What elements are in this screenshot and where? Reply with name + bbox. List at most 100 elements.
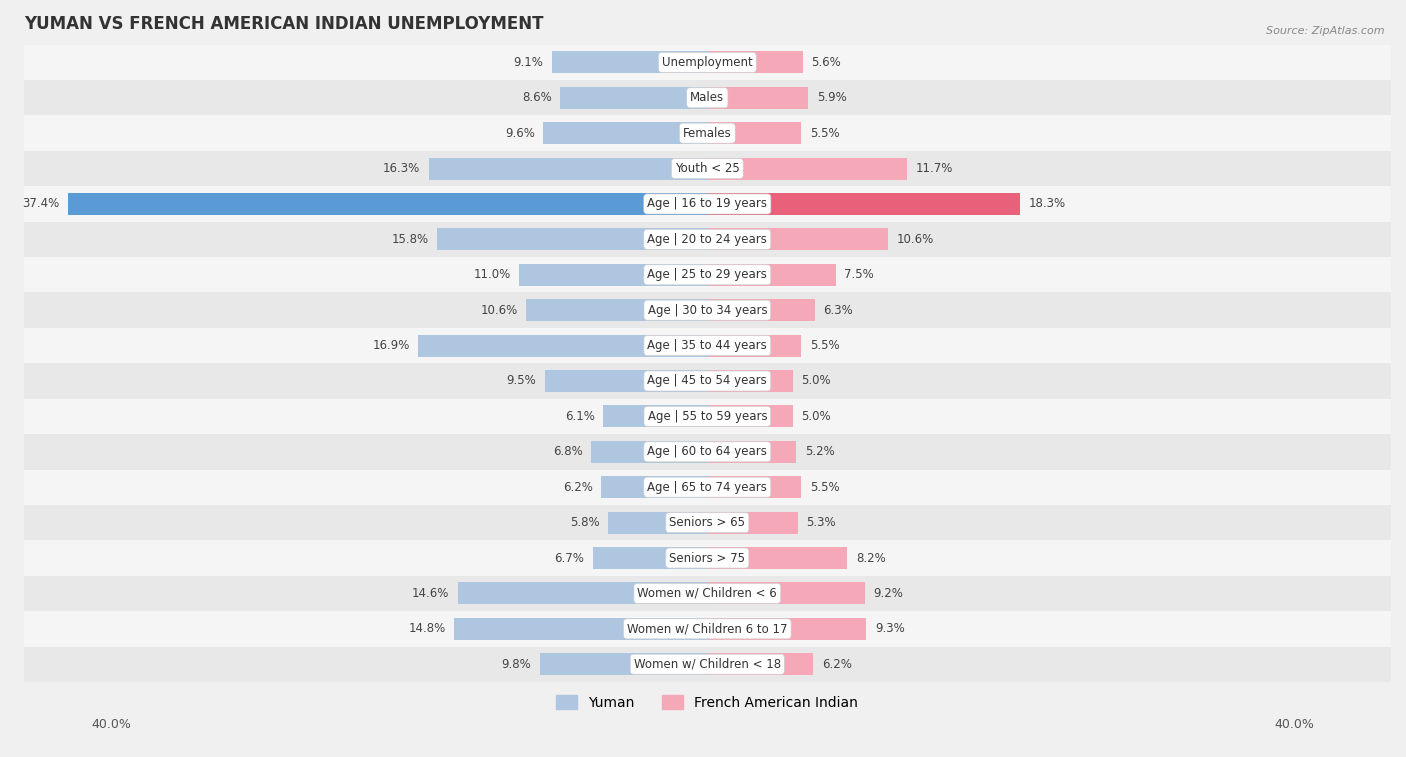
Text: 5.5%: 5.5% [810, 126, 839, 140]
Text: 18.3%: 18.3% [1029, 198, 1066, 210]
Bar [707, 263, 835, 285]
Bar [707, 618, 866, 640]
Bar [707, 87, 808, 109]
Text: 40.0%: 40.0% [1275, 718, 1315, 731]
Text: 7.5%: 7.5% [844, 268, 873, 282]
Bar [437, 229, 707, 251]
Bar [707, 157, 907, 179]
Text: 37.4%: 37.4% [22, 198, 59, 210]
Bar [419, 335, 707, 357]
Text: Unemployment: Unemployment [662, 56, 752, 69]
Text: Males: Males [690, 92, 724, 104]
Bar [707, 122, 801, 144]
Text: YUMAN VS FRENCH AMERICAN INDIAN UNEMPLOYMENT: YUMAN VS FRENCH AMERICAN INDIAN UNEMPLOY… [24, 15, 543, 33]
Bar [24, 151, 1391, 186]
Bar [24, 257, 1391, 292]
Bar [707, 193, 1021, 215]
Bar [24, 611, 1391, 646]
Text: 9.5%: 9.5% [506, 375, 537, 388]
Text: 5.9%: 5.9% [817, 92, 846, 104]
Bar [429, 157, 707, 179]
Bar [24, 45, 1391, 80]
Bar [24, 469, 1391, 505]
Text: 5.5%: 5.5% [810, 481, 839, 494]
Bar [707, 335, 801, 357]
Text: 11.0%: 11.0% [474, 268, 510, 282]
Bar [707, 406, 793, 428]
Text: 15.8%: 15.8% [392, 233, 429, 246]
Bar [458, 582, 707, 604]
Text: Age | 20 to 24 years: Age | 20 to 24 years [647, 233, 768, 246]
Text: Youth < 25: Youth < 25 [675, 162, 740, 175]
Bar [591, 441, 707, 463]
Bar [24, 505, 1391, 540]
Bar [526, 299, 707, 321]
Text: 9.6%: 9.6% [505, 126, 534, 140]
Text: Women w/ Children < 18: Women w/ Children < 18 [634, 658, 780, 671]
Text: 40.0%: 40.0% [91, 718, 131, 731]
Bar [707, 229, 889, 251]
Text: 8.2%: 8.2% [856, 552, 886, 565]
Bar [519, 263, 707, 285]
Text: 16.3%: 16.3% [382, 162, 420, 175]
Bar [540, 653, 707, 675]
Text: Age | 65 to 74 years: Age | 65 to 74 years [647, 481, 768, 494]
Text: Age | 45 to 54 years: Age | 45 to 54 years [647, 375, 768, 388]
Text: 9.8%: 9.8% [502, 658, 531, 671]
Text: Age | 16 to 19 years: Age | 16 to 19 years [647, 198, 768, 210]
Bar [707, 370, 793, 392]
Bar [546, 370, 707, 392]
Bar [602, 476, 707, 498]
Bar [24, 292, 1391, 328]
Bar [24, 646, 1391, 682]
Bar [24, 80, 1391, 116]
Bar [551, 51, 707, 73]
Text: Women w/ Children 6 to 17: Women w/ Children 6 to 17 [627, 622, 787, 635]
Bar [24, 186, 1391, 222]
Text: Age | 55 to 59 years: Age | 55 to 59 years [648, 410, 768, 423]
Bar [24, 540, 1391, 576]
Bar [543, 122, 707, 144]
Bar [707, 547, 848, 569]
Bar [24, 434, 1391, 469]
Bar [707, 653, 813, 675]
Bar [707, 299, 815, 321]
Bar [707, 512, 799, 534]
Text: Seniors > 65: Seniors > 65 [669, 516, 745, 529]
Bar [24, 116, 1391, 151]
Bar [593, 547, 707, 569]
Bar [67, 193, 707, 215]
Text: 9.2%: 9.2% [873, 587, 903, 600]
Legend: Yuman, French American Indian: Yuman, French American Indian [551, 690, 863, 715]
Text: 5.0%: 5.0% [801, 410, 831, 423]
Text: Women w/ Children < 6: Women w/ Children < 6 [637, 587, 778, 600]
Text: 10.6%: 10.6% [481, 304, 517, 316]
Text: 9.3%: 9.3% [875, 622, 904, 635]
Text: 5.3%: 5.3% [807, 516, 837, 529]
Bar [603, 406, 707, 428]
Bar [707, 582, 865, 604]
Bar [454, 618, 707, 640]
Text: 11.7%: 11.7% [915, 162, 953, 175]
Text: Females: Females [683, 126, 731, 140]
Bar [24, 363, 1391, 399]
Text: 5.6%: 5.6% [811, 56, 841, 69]
Bar [707, 441, 796, 463]
Text: 5.5%: 5.5% [810, 339, 839, 352]
Text: Age | 30 to 34 years: Age | 30 to 34 years [648, 304, 768, 316]
Text: Source: ZipAtlas.com: Source: ZipAtlas.com [1267, 26, 1385, 36]
Text: 14.8%: 14.8% [409, 622, 446, 635]
Text: 16.9%: 16.9% [373, 339, 411, 352]
Text: Age | 35 to 44 years: Age | 35 to 44 years [647, 339, 768, 352]
Text: 14.6%: 14.6% [412, 587, 450, 600]
Text: Age | 25 to 29 years: Age | 25 to 29 years [647, 268, 768, 282]
Text: 6.8%: 6.8% [553, 445, 582, 458]
Bar [24, 399, 1391, 434]
Text: 5.8%: 5.8% [569, 516, 599, 529]
Text: 10.6%: 10.6% [897, 233, 935, 246]
Text: 6.7%: 6.7% [554, 552, 585, 565]
Bar [24, 222, 1391, 257]
Text: Seniors > 75: Seniors > 75 [669, 552, 745, 565]
Text: Age | 60 to 64 years: Age | 60 to 64 years [647, 445, 768, 458]
Bar [24, 576, 1391, 611]
